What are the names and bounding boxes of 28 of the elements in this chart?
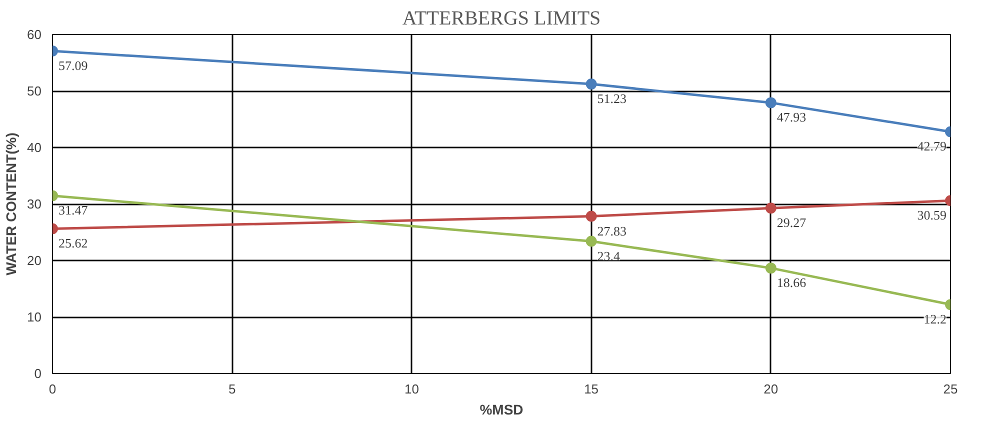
x-tick-label: 25 <box>943 382 958 396</box>
data-label: 30.59 <box>917 208 946 223</box>
x-axis-title: %MSD <box>480 402 524 418</box>
data-label: 18.66 <box>776 275 807 290</box>
data-label: 47.93 <box>776 110 806 125</box>
y-tick-label: 60 <box>27 27 42 42</box>
y-tick-label: 30 <box>27 196 42 212</box>
data-label: 42.79 <box>917 138 946 154</box>
chart-title: ATTERBERGS LIMITS <box>402 8 601 30</box>
y-tick-label: 50 <box>27 84 42 98</box>
data-label: 23.4 <box>597 248 621 264</box>
x-tick-label: 0 <box>48 382 56 396</box>
data-label: 51.23 <box>597 91 627 106</box>
x-tick-label: 5 <box>228 382 236 396</box>
y-tick-label: 10 <box>27 310 42 324</box>
data-label: 29.27 <box>776 215 807 230</box>
y-tick-label: 0 <box>34 366 42 381</box>
y-tick-label: 20 <box>27 253 42 268</box>
x-tick-label: 15 <box>584 382 599 396</box>
data-label: 31.47 <box>58 202 88 218</box>
y-axis-title: WATER CONTENT(%) <box>3 132 20 276</box>
data-label: 25.62 <box>58 236 88 251</box>
data-label: 57.09 <box>58 58 88 73</box>
data-label: 12.2 <box>924 312 946 327</box>
x-tick-label: 10 <box>404 382 419 396</box>
data-label: 27.83 <box>597 223 627 238</box>
y-tick-label: 40 <box>27 140 42 155</box>
x-tick-label: 20 <box>764 382 778 396</box>
